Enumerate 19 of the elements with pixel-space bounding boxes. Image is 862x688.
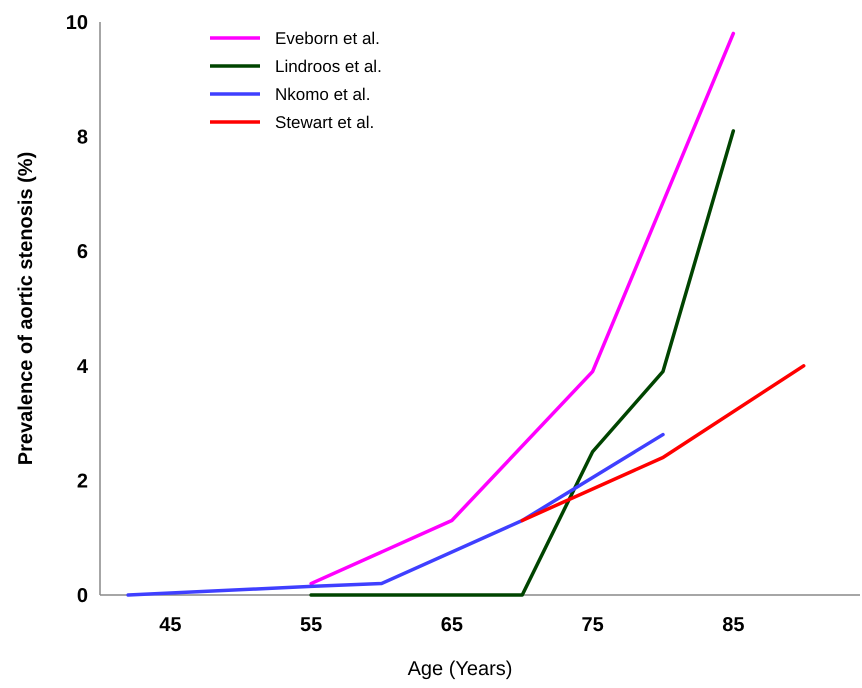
y-tick-label: 8: [76, 126, 88, 149]
legend-label: Eveborn et al.: [275, 28, 380, 48]
legend-label: Stewart et al.: [275, 112, 374, 132]
y-tick-label: 6: [76, 241, 88, 264]
line-series: [309, 129, 736, 597]
x-tick-label: 45: [159, 614, 182, 636]
x-tick-label: 75: [581, 614, 604, 636]
legend-label: Lindroos et al.: [275, 56, 382, 76]
y-tick-label: 4: [76, 356, 89, 378]
x-tick-label: 65: [440, 614, 463, 636]
y-tick-label: 0: [76, 585, 88, 607]
x-tick-label: 55: [300, 614, 322, 636]
x-tick-label: 85: [722, 614, 744, 636]
legend-label: Nkomo et al.: [275, 84, 370, 104]
y-tick-label: 2: [76, 470, 88, 492]
line-series: [126, 432, 665, 597]
y-tick-label: 10: [66, 12, 88, 34]
y-axis-title: Prevalence of aortic stenosis (%): [15, 152, 37, 466]
x-axis-title: Age (Years): [408, 658, 512, 680]
